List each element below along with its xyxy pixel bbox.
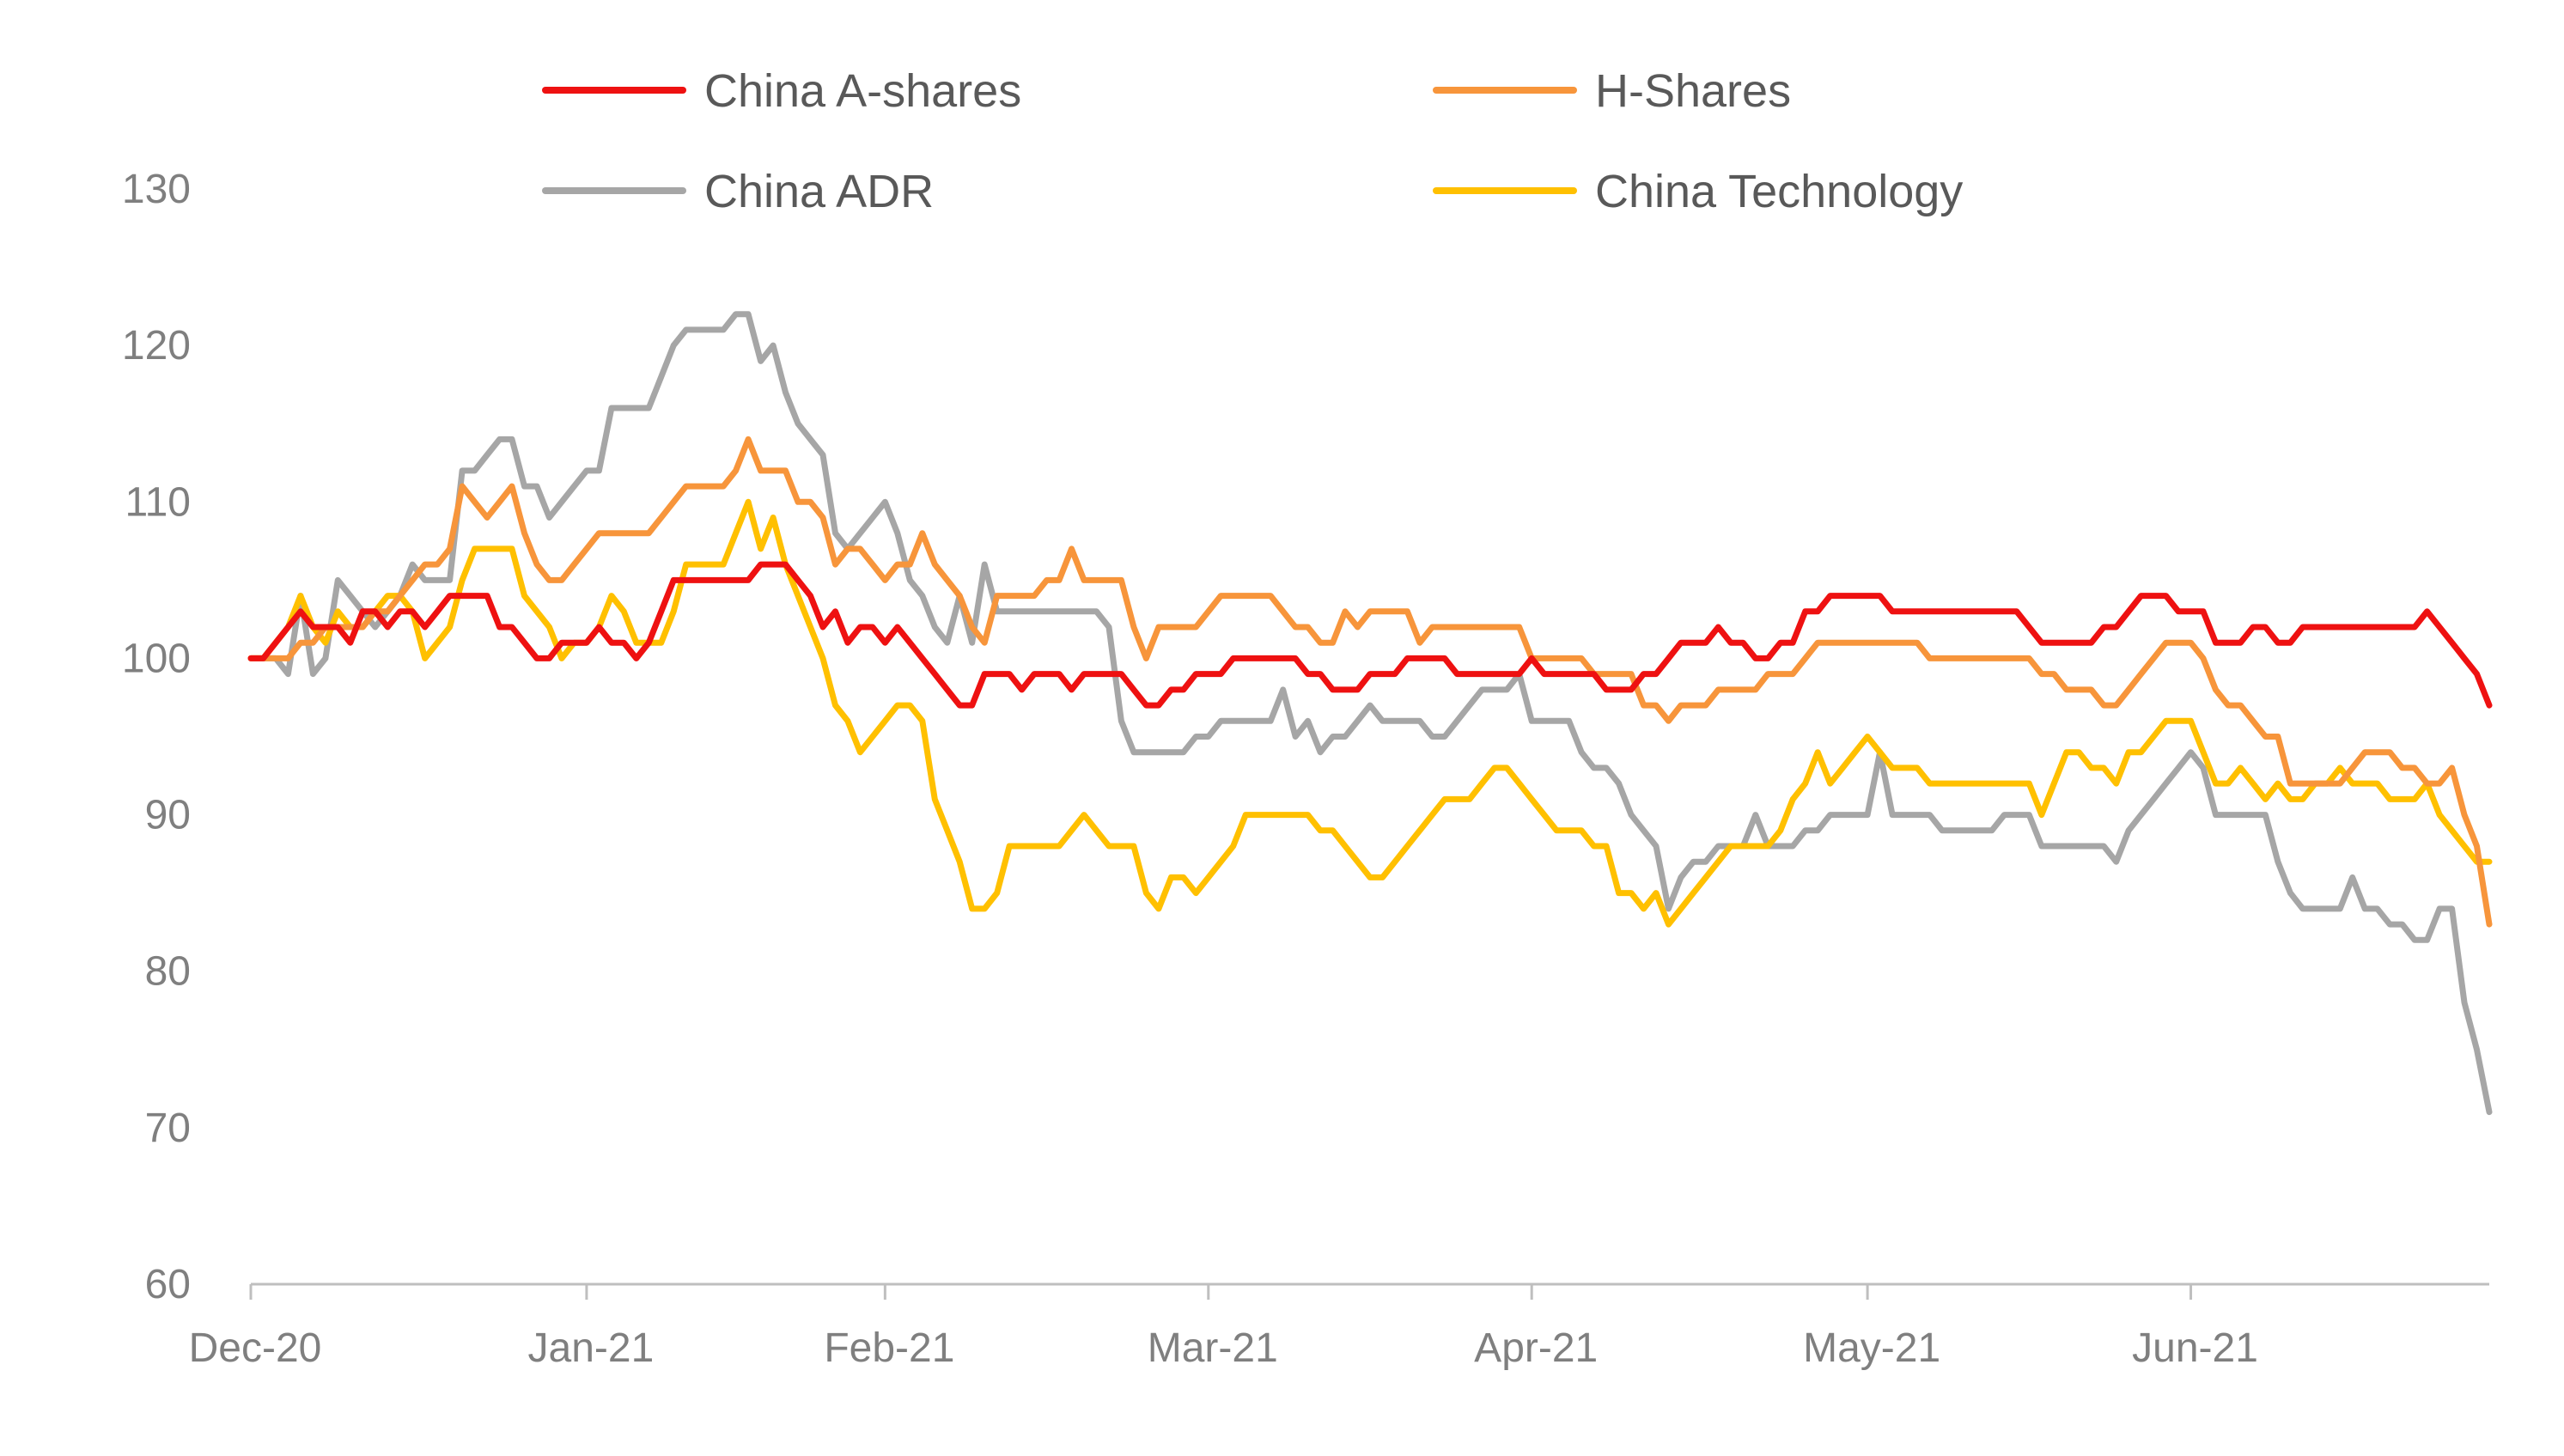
y-tick-label: 110 bbox=[125, 479, 191, 525]
series-line-china-technology bbox=[247, 498, 2493, 928]
x-tick-label: Dec-20 bbox=[189, 1325, 322, 1371]
legend-label: China Technology bbox=[1595, 166, 1963, 217]
x-tick-label: Feb-21 bbox=[824, 1325, 954, 1371]
x-tick-label: May-21 bbox=[1803, 1325, 1940, 1371]
y-tick-label: 90 bbox=[145, 793, 191, 838]
x-tick-label: Mar-21 bbox=[1148, 1325, 1278, 1371]
y-tick-label: 70 bbox=[145, 1106, 191, 1151]
x-tick-label: Apr-21 bbox=[1474, 1325, 1598, 1371]
y-tick-label: 80 bbox=[145, 949, 191, 995]
x-tick-label: Jan-21 bbox=[528, 1325, 655, 1371]
y-axis-ticks: 60 70 80 90 100 110 120 130 bbox=[122, 167, 191, 1307]
legend-label: H-Shares bbox=[1595, 65, 1791, 117]
y-tick-label: 130 bbox=[122, 167, 191, 212]
series-line-china-a-shares bbox=[247, 561, 2493, 709]
series-line-china-adr bbox=[247, 311, 2493, 1116]
legend-label: China ADR bbox=[704, 166, 934, 217]
x-tick-label: Jun-21 bbox=[2132, 1325, 2258, 1371]
series-lines bbox=[247, 311, 2493, 1116]
y-tick-label: 60 bbox=[145, 1262, 191, 1307]
legend: China A-shares H-Shares China ADR China Tec… bbox=[542, 65, 1963, 217]
legend-label: China A-shares bbox=[704, 65, 1021, 117]
series-line-h-shares bbox=[247, 436, 2493, 928]
x-axis-ticks: Dec-20 Jan-21 Feb-21 Mar-21 Apr-21 May-21 Jun-… bbox=[189, 1284, 2258, 1371]
y-tick-label: 100 bbox=[122, 636, 191, 681]
y-tick-label: 120 bbox=[122, 323, 191, 369]
